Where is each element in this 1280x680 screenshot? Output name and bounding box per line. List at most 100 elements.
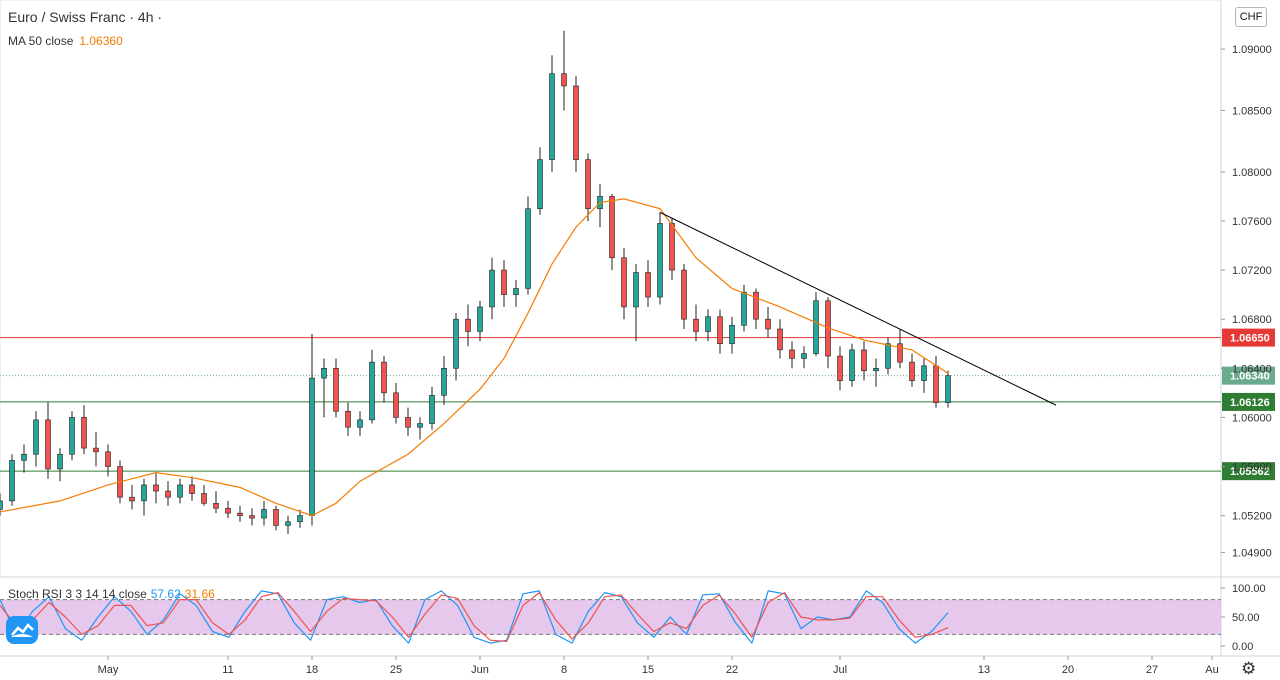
candle-up — [417, 423, 423, 428]
candle-down — [465, 318, 471, 332]
stoch-rsi-d-value: 31.66 — [184, 587, 215, 601]
price-level-badge — [1222, 328, 1275, 347]
candle-up — [321, 367, 327, 379]
candle-up — [357, 419, 363, 428]
stoch-rsi-pane — [0, 590, 1221, 644]
tradingview-logo-icon[interactable] — [6, 616, 38, 644]
candle-up — [729, 325, 735, 345]
time-tick-label: 13 — [978, 664, 990, 676]
price-tick-label: 1.07200 — [1232, 265, 1272, 277]
main-pane-border — [0, 0, 1222, 578]
candle-up — [21, 453, 27, 461]
candle-up — [297, 515, 303, 523]
candle-up — [0, 500, 3, 510]
candle-up — [453, 318, 459, 369]
candle-down — [201, 493, 207, 504]
candle-down — [153, 484, 159, 492]
time-tick-label: May — [98, 664, 119, 676]
candle-up — [945, 375, 951, 403]
candle-down — [909, 361, 915, 381]
time-tick-label: 11 — [222, 664, 233, 676]
ma-legend[interactable]: MA 50 close 1.06360 — [8, 34, 123, 48]
price-tick-label: 1.06000 — [1232, 412, 1272, 424]
trendline — [659, 211, 1057, 406]
price-tick-label: 1.05200 — [1232, 511, 1272, 523]
candle-up — [633, 272, 639, 308]
price-level-badge — [1222, 462, 1275, 481]
candle-down — [669, 223, 675, 271]
price-tick-label: 1.04900 — [1232, 547, 1272, 559]
stoch-rsi-legend[interactable]: Stoch RSI 3 3 14 14 close 57.62 31.66 — [8, 587, 215, 601]
candle-down — [345, 410, 351, 428]
candle-up — [885, 343, 891, 369]
candle-up — [489, 269, 495, 308]
candle-down — [693, 318, 699, 332]
stoch-rsi-label: Stoch RSI 3 3 14 14 close — [8, 587, 147, 601]
time-tick-label: 15 — [642, 664, 654, 676]
currency-badge[interactable]: CHF — [1235, 7, 1267, 27]
candle-up — [813, 300, 819, 354]
stoch-rsi-band — [0, 599, 1221, 635]
candle-down — [561, 73, 567, 87]
price-level-label: 1.06126 — [1230, 397, 1270, 409]
candle-up — [429, 395, 435, 424]
candle-down — [645, 272, 651, 298]
candle-up — [177, 484, 183, 498]
candle-up — [705, 316, 711, 332]
stoch-rsi-k-value: 57.62 — [150, 587, 181, 601]
ma-50-line — [0, 198, 949, 517]
candle-down — [609, 196, 615, 259]
candle-up — [741, 291, 747, 326]
gear-icon[interactable]: ⚙ — [1241, 659, 1257, 678]
price-level-label: 1.05562 — [1230, 466, 1270, 478]
candle-down — [249, 515, 255, 519]
candle-up — [873, 367, 879, 372]
candle-up — [33, 419, 39, 455]
candle-down — [213, 503, 219, 509]
candle-up — [537, 159, 543, 210]
candle-down — [501, 269, 507, 295]
time-tick-label: 8 — [561, 664, 567, 676]
candle-down — [189, 484, 195, 494]
time-tick-label: 18 — [306, 664, 318, 676]
price-tick-label: 1.05600 — [1232, 462, 1272, 474]
stoch-rsi-k-line — [0, 590, 949, 644]
candle-up — [849, 349, 855, 381]
price-level-badge — [1222, 392, 1275, 411]
price-tick-label: 1.06800 — [1232, 314, 1272, 326]
candle-down — [897, 343, 903, 363]
candle-up — [9, 460, 15, 502]
candle-down — [681, 269, 687, 320]
price-tick-label: 1.08500 — [1232, 105, 1272, 117]
price-level-label: 1.06340 — [1230, 371, 1270, 383]
candle-down — [717, 316, 723, 345]
candle-down — [45, 419, 51, 470]
candle-down — [621, 257, 627, 308]
time-tick-label: 25 — [390, 664, 402, 676]
candle-down — [585, 159, 591, 210]
chart-overlays — [0, 198, 1057, 517]
stoch-tick-label: 100.00 — [1232, 583, 1266, 595]
candle-up — [69, 417, 75, 455]
candle-down — [837, 355, 843, 381]
candle-down — [765, 318, 771, 330]
symbol-title[interactable]: Euro / Swiss Franc · 4h · — [8, 9, 163, 25]
time-tick-label: 27 — [1146, 664, 1158, 676]
stoch-tick-label: 0.00 — [1232, 641, 1253, 653]
time-tick-label: 20 — [1062, 664, 1074, 676]
candle-up — [141, 484, 147, 502]
candle-down — [237, 512, 243, 516]
candlestick-series — [0, 30, 951, 535]
candle-up — [921, 365, 927, 381]
candle-down — [753, 291, 759, 320]
candle-up — [525, 208, 531, 289]
chart-axes: 1.09000 1.08500 1.08000 1.07600 1.07200 1.068… — [98, 44, 1272, 676]
candle-up — [309, 377, 315, 516]
price-level-label: 1.06650 — [1230, 333, 1270, 345]
candle-down — [81, 417, 87, 449]
candle-up — [285, 521, 291, 526]
price-tick-label: 1.07600 — [1232, 216, 1272, 228]
price-levels: 1.06650 1.06340 1.06126 1.05562 — [0, 328, 1275, 481]
stoch-tick-label: 50.00 — [1232, 612, 1260, 624]
